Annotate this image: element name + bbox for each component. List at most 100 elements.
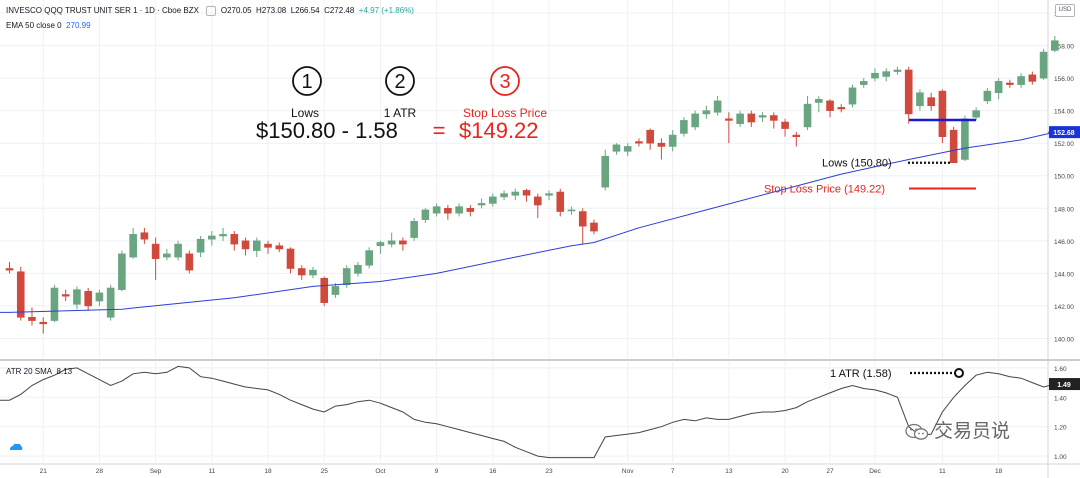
x-tick-label: Dec: [869, 468, 881, 475]
candle-body: [859, 81, 868, 85]
candle: [208, 231, 216, 246]
candle: [949, 126, 958, 164]
candle-body: [668, 134, 677, 147]
candle-body: [635, 141, 643, 144]
watermark-text: 交易员说: [934, 420, 1011, 442]
candle-body: [208, 235, 216, 240]
candle-body: [533, 196, 542, 206]
candle-body: [893, 69, 902, 72]
step3-number: 3: [499, 71, 510, 93]
symbol-title[interactable]: INVESCO QQQ TRUST UNIT SER 1 · 1D · Cboe…: [6, 6, 199, 16]
currency-button[interactable]: USD: [1055, 4, 1075, 17]
candle: [837, 104, 846, 113]
candle: [354, 261, 362, 277]
x-tick-label: 20: [781, 468, 789, 475]
candle: [129, 227, 137, 259]
candle: [983, 87, 992, 105]
candle: [387, 232, 396, 248]
x-tick-label: 9: [435, 468, 439, 475]
candle-body: [938, 90, 947, 137]
candle-body: [545, 193, 553, 196]
atr-line: [0, 365, 1055, 459]
y-tick-label: 152.00: [1054, 141, 1074, 148]
candle-body: [444, 207, 452, 214]
candle-body: [871, 72, 879, 79]
settings-icon[interactable]: [206, 6, 217, 16]
low-value: L266.54: [290, 6, 320, 16]
candle: [73, 286, 81, 310]
candle-body: [522, 190, 531, 196]
candle: [893, 66, 902, 75]
candle: [320, 276, 329, 306]
candle-body: [1051, 40, 1059, 51]
candle: [871, 68, 879, 82]
candle: [151, 237, 160, 280]
candle: [230, 231, 239, 251]
candle-body: [28, 317, 36, 321]
candle-body: [466, 207, 475, 212]
candle: [938, 89, 947, 144]
x-tick-label: 13: [725, 468, 733, 475]
candle: [972, 107, 980, 121]
candle: [511, 188, 520, 201]
candle-body: [994, 81, 1003, 94]
candle-body: [230, 234, 239, 245]
candle-body: [309, 269, 317, 276]
atr-y-tick-label: 1.60: [1054, 366, 1067, 373]
candle: [61, 289, 70, 302]
candle: [1039, 48, 1048, 80]
candle: [522, 188, 531, 202]
candle: [118, 250, 126, 292]
candle-body: [882, 71, 891, 77]
candle: [163, 248, 171, 261]
candle: [657, 138, 666, 160]
candle-body: [646, 129, 654, 144]
candle-body: [601, 155, 610, 188]
candle: [331, 283, 340, 298]
candle: [713, 96, 722, 116]
atr-value: 8.13: [56, 367, 73, 376]
candle-body: [241, 240, 250, 250]
candle: [533, 193, 542, 219]
candle: [410, 218, 418, 241]
candle-body: [342, 268, 351, 286]
candle-body: [432, 206, 441, 214]
candle-body: [320, 277, 329, 303]
wechat-icon: [905, 423, 929, 440]
candle: [758, 112, 767, 123]
y-tick-label: 150.00: [1054, 174, 1074, 181]
candle: [1006, 79, 1014, 88]
close-value: C272.48: [324, 6, 355, 16]
atr-price-label: 1.49: [1057, 382, 1071, 389]
candle-body: [736, 113, 744, 124]
candle-body: [1028, 74, 1037, 82]
candle-body: [781, 121, 789, 129]
atr-legend[interactable]: ATR 20 SMA 8.13: [6, 367, 72, 376]
candle-body: [297, 268, 306, 276]
y-tick-label: 142.00: [1054, 304, 1074, 311]
candle-body: [590, 222, 598, 232]
high-value: H273.08: [256, 6, 287, 16]
candle: [455, 203, 463, 217]
candle: [466, 205, 475, 217]
step2-circle: [385, 66, 415, 96]
atr-label: ATR 20 SMA: [6, 367, 53, 376]
stop-loss-callout: Stop Loss Price (149.22): [764, 183, 885, 195]
candle-body: [365, 250, 373, 266]
x-tick-label: 7: [671, 468, 675, 475]
symbol-header: INVESCO QQQ TRUST UNIT SER 1 · 1D · Cboe…: [6, 6, 414, 16]
ema-legend[interactable]: EMA 50 close 0 270.99: [6, 21, 91, 30]
candle-body: [140, 232, 149, 240]
candle-body: [106, 287, 115, 318]
tradingview-logo-icon[interactable]: [9, 442, 23, 452]
candle: [668, 130, 677, 152]
candle: [84, 288, 92, 311]
candle: [1028, 71, 1037, 85]
candle-body: [792, 134, 801, 137]
x-tick-label: 11: [939, 468, 946, 475]
candle-body: [556, 191, 565, 212]
candle-body: [410, 221, 418, 238]
candle: [927, 92, 935, 111]
candle-body: [489, 196, 497, 204]
candle: [140, 227, 149, 245]
